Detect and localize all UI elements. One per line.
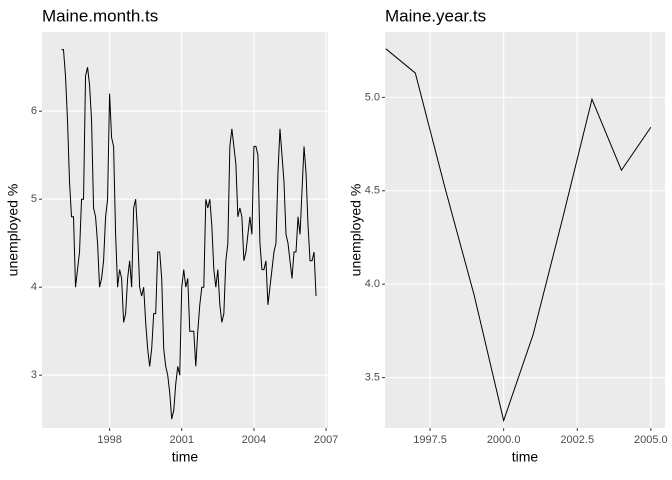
data-line [385, 48, 652, 423]
y-tick-label: 5.0 [365, 91, 380, 103]
y-tick-label: 5 [31, 193, 37, 205]
panel-background [385, 32, 665, 428]
y-tick-label: 6 [31, 105, 37, 117]
data-line [61, 49, 317, 420]
x-tick-label: 2002.5 [560, 434, 594, 446]
x-tick-label: 2001 [170, 434, 194, 446]
x-tick-label: 2007 [314, 434, 338, 446]
x-tick-label: 1997.5 [413, 434, 447, 446]
x-tick-label: 1998 [97, 434, 121, 446]
y-tick-label: 4.5 [365, 185, 380, 197]
y-axis-title: unemployed % [5, 184, 21, 277]
x-axis-title: time [172, 449, 199, 465]
y-tick-label: 4 [31, 281, 37, 293]
panel-background [42, 32, 328, 428]
chart-title: Maine.year.ts [385, 6, 486, 25]
y-tick-label: 4.0 [365, 278, 380, 290]
y-tick-label: 3 [31, 369, 37, 381]
y-tick-label: 3.5 [365, 371, 380, 383]
x-axis-title: time [512, 449, 539, 465]
x-tick-label: 2004 [242, 434, 266, 446]
chart-title: Maine.month.ts [42, 6, 158, 25]
y-axis-title: unemployed % [348, 184, 364, 277]
x-tick-label: 2000.0 [487, 434, 521, 446]
x-tick-label: 2005.0 [634, 434, 668, 446]
